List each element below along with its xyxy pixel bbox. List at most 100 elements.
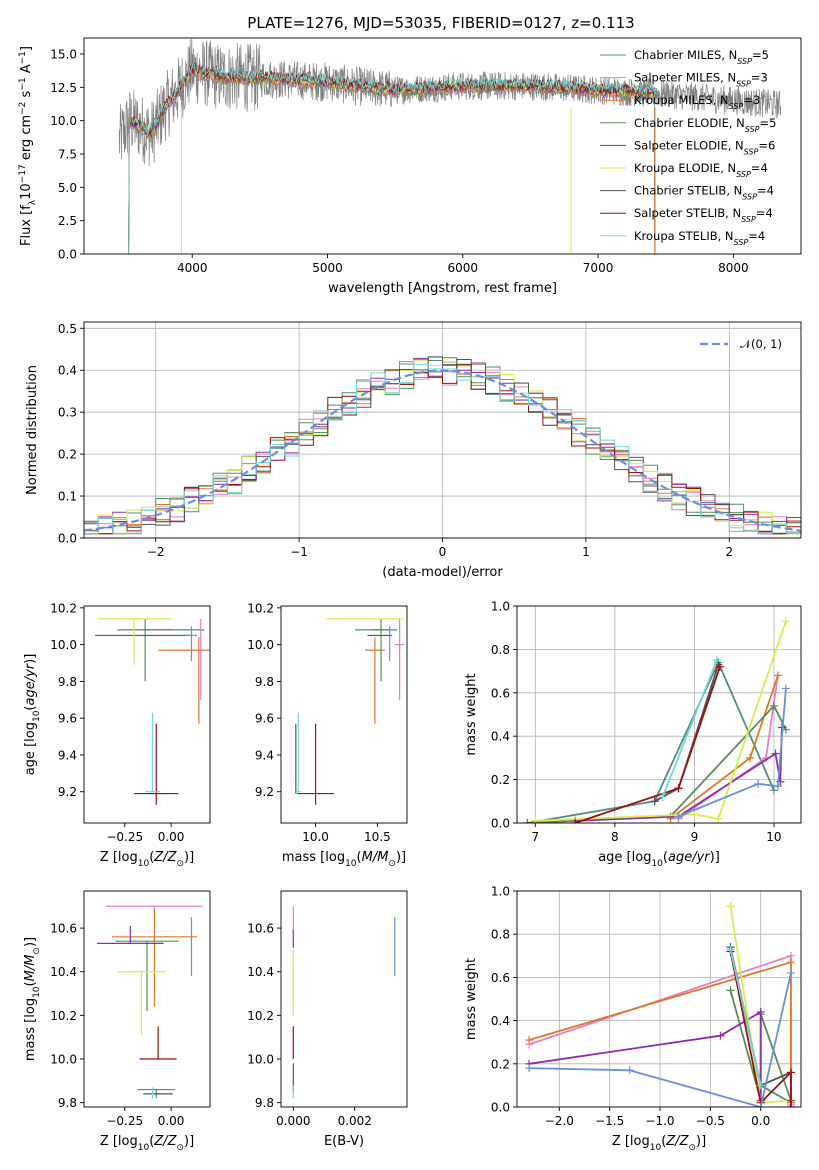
residuals-xtick-label-2: 0 [439,545,447,559]
residuals-ylabel: Normed distribution [25,365,40,495]
age-vs-Z-ylabel: age [log10(age/yr)] [23,654,42,776]
weight-vs-age-marker-3-2 [769,701,778,710]
residuals-xtick-label-3: 1 [582,545,590,559]
spectrum-ytick-label-2: 5.0 [58,181,77,195]
age-vs-mass-ytick-label-0: 9.2 [255,785,274,799]
weight-vs-age-frame [516,605,802,824]
residual-hist-6 [84,356,801,535]
mass-vs-ebv-panel: 0.000 0.002 9.8 10.0 10.2 10.4 10.6 E(B-V) [247,890,408,1149]
spectrum-frame [83,37,802,255]
weight-vs-Z-ytick-label-1: 0.2 [491,1057,510,1071]
residuals-xtick-label-1: −1 [290,545,308,559]
mass-vs-Z-plot-area [96,905,203,1099]
spectrum-ytick-label-6: 15.0 [50,48,77,62]
weight-vs-age-marker-9-3 [781,684,790,693]
legend-label-2: Kroupa MILES, NSSP=3 [634,93,760,111]
residuals-xlabel: (data-model)/error [382,565,503,580]
weight-vs-Z-xtick-label-0: −2.0 [545,1114,574,1128]
mass-vs-Z-ytick-label-0: 9.8 [58,1096,77,1110]
weight-vs-age-xtick-label-1: 8 [611,830,619,844]
weight-vs-age-series-8 [661,659,718,798]
weight-vs-Z-marker-7-2 [786,1068,795,1077]
weight-vs-Z-marker-9-0 [525,1064,534,1073]
weight-vs-age-ytick-label-5: 1.0 [491,600,510,614]
spectrum-ylabel: Flux [fλ10−17 erg cm−2 s−1 A−1] [18,46,38,246]
mass-vs-ebv-ytick-label-3: 10.4 [247,965,274,979]
spectrum-xtick-label-2: 6000 [448,261,479,275]
age-vs-Z-point-2 [158,637,210,724]
residuals-xtick-label-0: −2 [147,545,165,559]
spectrum-xtick-label-4: 8000 [718,261,749,275]
age-vs-mass-xtick-label-0: 10.0 [302,830,329,844]
weight-vs-Z-ytick-label-0: 0.0 [491,1101,510,1115]
mass-vs-Z-ytick-label-4: 10.6 [50,922,77,936]
spectrum-ytick-label-4: 10.0 [50,114,77,128]
weight-vs-Z-marker-2-0 [525,1036,534,1045]
spectrum-model-7 [128,62,656,254]
age-vs-Z-panel: −0.25 0.00 9.2 9.4 9.6 9.8 10.0 10.2 Z [log10(Z/… [23,601,211,869]
age-vs-Z-point-3 [117,618,173,682]
mass-vs-Z-frame [83,890,211,1108]
legend-label-1: Salpeter MILES, NSSP=3 [634,71,768,89]
mass-vs-ebv-ytick-label-4: 10.6 [247,922,274,936]
weight-vs-Z-frame [516,890,802,1108]
weight-vs-age-ylabel: mass weight [464,673,479,755]
mass-vs-Z-xlabel: Z [log10(Z/Z⊙)] [100,1134,194,1153]
weight-vs-age-marker-3-0 [523,819,532,823]
age-vs-mass-ytick-label-1: 9.4 [255,748,274,762]
weight-vs-Z-xtick-label-3: −0.5 [696,1114,725,1128]
normal-reference-curve [84,369,801,532]
weight-vs-age-marker-8-0 [658,792,667,801]
weight-vs-Z-ytick-label-2: 0.4 [491,1014,510,1028]
age-vs-mass-point-1 [394,618,405,700]
residuals-ytick-label-2: 0.2 [58,448,77,462]
residuals-xtick-label-4: 2 [725,545,733,559]
weight-vs-age-ytick-label-3: 0.6 [491,686,510,700]
age-vs-mass-ytick-label-2: 9.6 [255,712,274,726]
legend-label-3: Chabrier ELODIE, NSSP=5 [634,116,776,134]
weight-vs-age-marker-7-1 [674,784,683,793]
residuals-ytick-label-0: 0.0 [58,532,77,546]
mass-vs-Z-ytick-label-3: 10.4 [50,965,77,979]
weight-vs-age-marker-5-0 [531,816,540,823]
age-vs-mass-point-8 [295,712,301,793]
weight-vs-age-marker-5-2 [714,814,723,823]
weight-vs-Z-marker-7-3 [786,1103,795,1107]
mass-vs-ebv-ytick-label-2: 10.2 [247,1009,274,1023]
weight-vs-Z-xtick-label-2: −1.0 [645,1114,674,1128]
weight-vs-age-xtick-label-3: 10 [766,830,781,844]
weight-vs-Z-series-4 [528,1010,762,1101]
weight-vs-Z-marker-5-0 [726,902,735,911]
mass-vs-Z-ytick-label-2: 10.2 [50,1009,77,1023]
weight-vs-Z-marker-9-2 [756,1103,765,1107]
mass-vs-Z-ytick-label-1: 10.0 [50,1053,77,1067]
weight-vs-Z-marker-2-1 [786,958,795,967]
age-vs-Z-ytick-label-1: 9.4 [58,748,77,762]
legend-label-7: Salpeter STELIB, NSSP=4 [634,206,773,224]
weight-vs-age-marker-9-2 [773,782,782,791]
age-vs-mass-xlabel: mass [log10(M/M⊙)] [282,850,406,869]
residuals-ytick-label-3: 0.3 [58,406,77,420]
age-vs-mass-point-3 [371,618,391,682]
weight-vs-age-series-9 [678,688,787,818]
weight-vs-Z-series-8 [729,949,762,1086]
weight-vs-age-marker-5-1 [690,810,699,819]
spectrum-legend: Chabrier MILES, NSSP=5 Salpeter MILES, NS… [600,48,776,246]
weight-vs-age-marker-9-1 [754,779,763,788]
weight-vs-age-plot-area [523,617,790,823]
weight-vs-Z-ytick-label-5: 1.0 [491,885,510,899]
spectrum-xtick-label-0: 4000 [177,261,208,275]
residuals-ytick-label-4: 0.4 [58,364,77,378]
age-vs-mass-frame [280,605,408,824]
mass-vs-Z-point-3 [115,940,179,1011]
weight-vs-Z-ytick-label-4: 0.8 [491,928,510,942]
weight-vs-age-marker-6-0 [650,797,659,806]
weight-vs-age-series-0 [527,660,775,823]
age-vs-Z-xtick-label-0: −0.25 [106,830,143,844]
age-vs-mass-ytick-label-4: 10.0 [247,638,274,652]
weight-vs-age-xtick-label-0: 7 [531,830,539,844]
spectrum-xtick-label-3: 7000 [583,261,614,275]
weight-vs-age-ytick-label-4: 0.8 [491,643,510,657]
